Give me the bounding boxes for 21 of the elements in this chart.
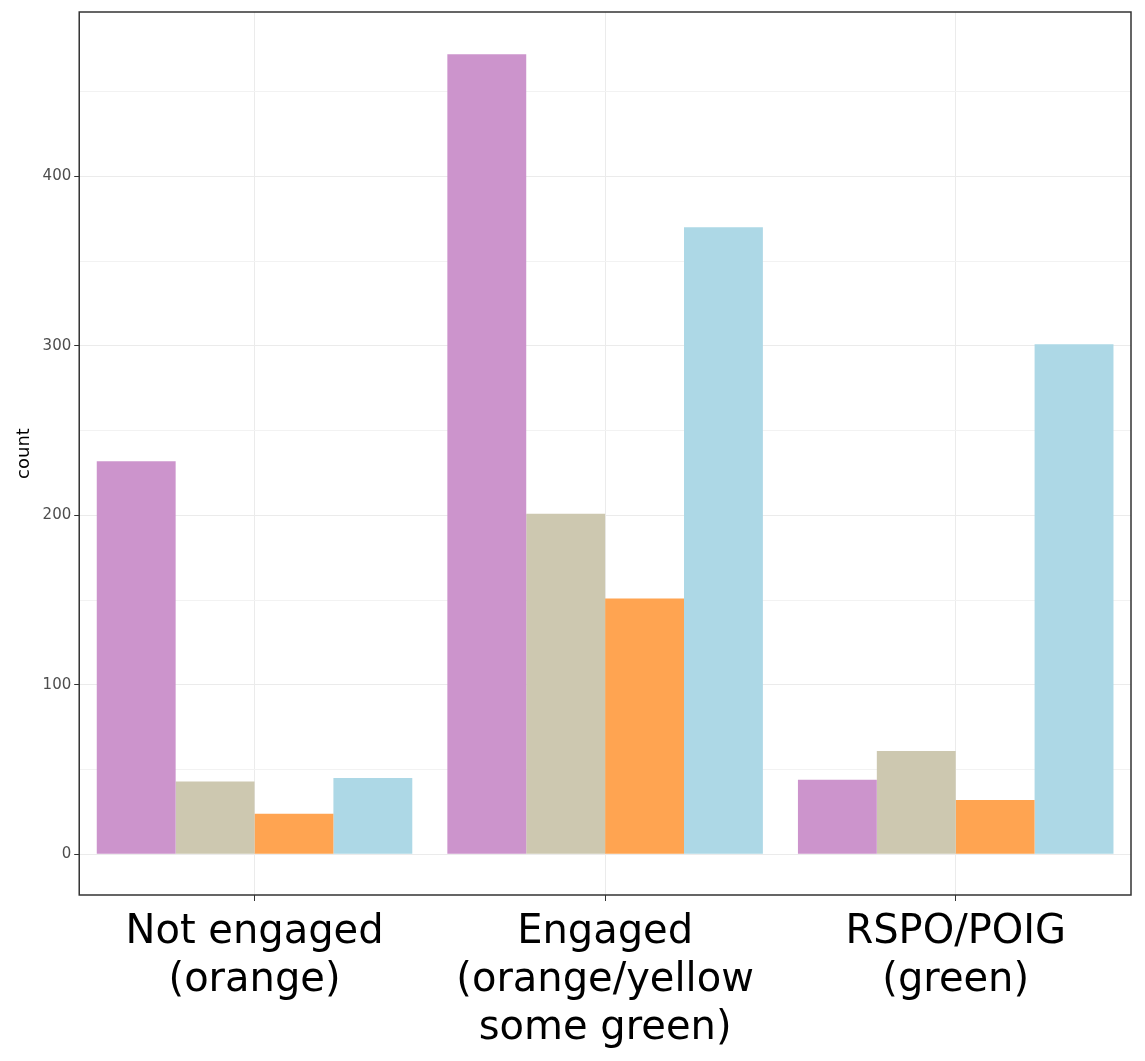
bar (447, 54, 527, 854)
bar (96, 461, 176, 854)
bar (526, 513, 606, 854)
bar (605, 598, 684, 854)
bar (175, 781, 255, 854)
bar (955, 800, 1035, 854)
x-tick-label: RSPO/POIG (green) (845, 906, 1067, 1001)
bar (684, 227, 763, 854)
bar (333, 778, 413, 854)
y-axis-title: count (12, 428, 34, 479)
y-tick-label: 200 (42, 505, 72, 524)
bar (254, 813, 334, 854)
bar (797, 779, 877, 854)
y-tick-label: 300 (42, 335, 72, 354)
x-tick-label: Engaged (orange/yellow some green) (456, 906, 754, 1049)
x-tick-label: Not engaged (orange) (125, 906, 384, 1001)
bar (876, 750, 956, 854)
y-tick-label: 0 (61, 844, 72, 863)
y-tick-label: 100 (42, 674, 72, 693)
y-tick-label: 400 (42, 166, 72, 185)
bar (1034, 344, 1114, 854)
